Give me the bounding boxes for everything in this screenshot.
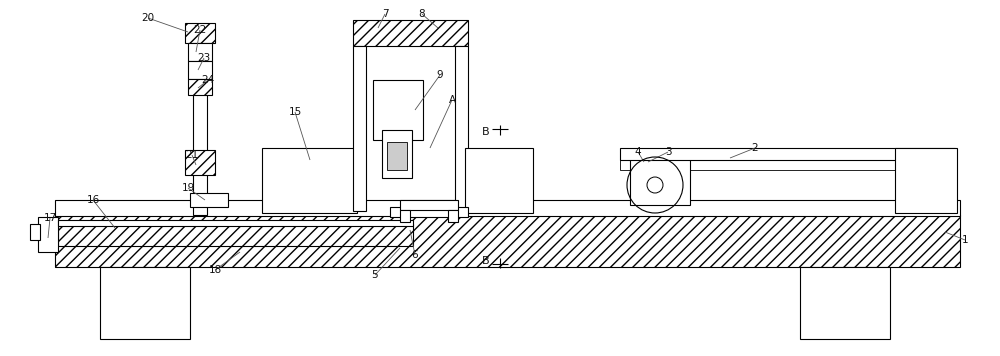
Bar [55,200,960,216]
Bar [30,224,40,240]
Bar [100,267,190,339]
Bar [895,148,957,213]
Bar [190,193,228,207]
Bar [620,160,955,170]
Text: A: A [448,95,456,105]
Text: B: B [482,127,490,137]
Text: 16: 16 [86,195,100,205]
Bar [455,46,468,211]
Text: 4: 4 [635,147,641,157]
Text: 22: 22 [193,25,207,35]
Bar [390,207,468,217]
Text: 9: 9 [437,70,443,80]
Bar [185,23,215,43]
Bar [38,217,58,252]
Bar [800,267,890,339]
Bar [465,148,533,213]
Bar [262,148,357,213]
Bar [188,61,212,79]
Bar [353,20,468,46]
Bar [630,155,690,205]
Text: 1: 1 [962,235,968,245]
Text: 2: 2 [752,143,758,153]
Bar [620,148,955,160]
Bar [400,200,458,210]
Bar [55,215,960,267]
Bar [382,130,412,178]
Text: 6: 6 [412,250,418,260]
Bar [448,210,458,222]
Text: 24: 24 [201,75,215,85]
Text: 20: 20 [141,13,155,23]
Bar [387,142,407,170]
Bar [193,27,207,215]
Text: 5: 5 [372,270,378,280]
Text: 23: 23 [197,53,211,63]
Text: 19: 19 [181,183,195,193]
Bar [188,79,212,95]
Bar [58,220,413,226]
Text: 3: 3 [665,147,671,157]
Bar [58,224,413,246]
Text: 17: 17 [43,213,57,223]
Bar [400,210,410,222]
Bar [373,80,423,140]
Text: 15: 15 [288,107,302,117]
Bar [185,150,215,175]
Bar [188,43,212,61]
Text: 21: 21 [185,150,199,160]
Text: B: B [482,256,490,266]
Bar [353,46,366,211]
Text: 18: 18 [208,265,222,275]
Text: 8: 8 [419,9,425,19]
Text: 7: 7 [382,9,388,19]
